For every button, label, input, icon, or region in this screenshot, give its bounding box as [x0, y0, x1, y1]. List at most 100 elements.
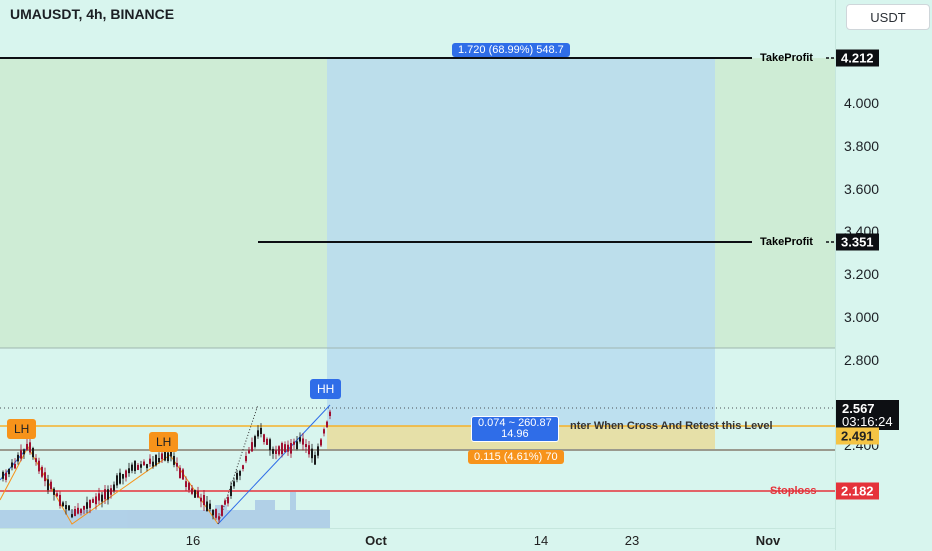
candle-body	[254, 436, 256, 447]
candle-body	[83, 505, 85, 510]
range-badge: 0.074 ~ 260.87 14.96	[471, 416, 559, 442]
candle-body	[203, 495, 205, 506]
candle-body	[200, 497, 202, 502]
candlestick-series[interactable]	[2, 409, 331, 523]
candle-body	[170, 449, 172, 457]
time-label: 23	[624, 533, 640, 548]
pattern-label-lh-2: LH	[149, 432, 179, 452]
currency-button[interactable]: USDT	[846, 4, 930, 30]
candle-body	[137, 464, 139, 470]
candle-body	[23, 449, 25, 455]
candle-body	[146, 464, 148, 469]
candle-body	[212, 509, 214, 516]
candle-body	[266, 438, 268, 445]
entry-price-tag: 2.491	[836, 427, 879, 445]
candle-body	[5, 472, 7, 480]
candle-body	[206, 501, 208, 512]
candle-body	[221, 505, 223, 516]
candle-body	[233, 481, 235, 487]
candle-body	[191, 488, 193, 494]
candle-body	[182, 469, 184, 480]
stoploss-label: Stoploss	[770, 485, 817, 497]
uptrend-line	[217, 404, 331, 525]
candle-body	[53, 488, 55, 495]
candle-body	[143, 461, 145, 466]
candle-body	[128, 468, 130, 474]
candle-body	[107, 489, 109, 500]
candle-body	[173, 455, 175, 465]
candle-body	[56, 493, 58, 497]
time-label: 16	[185, 533, 201, 548]
candle-body	[140, 464, 142, 468]
candle-body	[20, 450, 22, 459]
candle-body	[224, 500, 226, 505]
price-tick: 3.800	[844, 138, 880, 154]
candle-body	[95, 496, 97, 505]
candle-body	[215, 509, 217, 518]
candle-body	[29, 442, 31, 453]
takeprofit-label-1: TakeProfit	[760, 52, 813, 64]
time-axis[interactable]: 16 Oct 14 23 Nov	[0, 528, 835, 551]
candle-body	[188, 482, 190, 490]
price-tick: 3.200	[844, 266, 880, 282]
chart-canvas[interactable]	[0, 0, 835, 528]
candle-body	[320, 439, 322, 446]
candle-body	[272, 448, 274, 454]
candle-body	[197, 490, 199, 498]
candle-body	[2, 471, 4, 479]
candle-body	[50, 481, 52, 490]
candle-body	[131, 464, 133, 471]
price-tick: 3.600	[844, 181, 880, 197]
candle-body	[89, 499, 91, 508]
candle-body	[263, 434, 265, 442]
candle-body	[26, 443, 28, 450]
candle-body	[281, 443, 283, 455]
time-label: Oct	[365, 533, 387, 548]
candle-body	[125, 470, 127, 478]
pattern-label-lh-1: LH	[7, 419, 37, 439]
candle-body	[275, 450, 277, 454]
candle-body	[299, 437, 301, 442]
candle-body	[311, 448, 313, 459]
candle-body	[302, 438, 304, 445]
candle-body	[179, 467, 181, 479]
candle-body	[113, 484, 115, 491]
stoploss-price-tag: 2.182	[836, 482, 879, 500]
range-badge-line-2: 14.96	[501, 428, 529, 440]
candle-body	[101, 494, 103, 502]
candle-body	[290, 443, 292, 454]
candle-body	[155, 454, 157, 466]
price-tick: 4.000	[844, 95, 880, 111]
candle-body	[287, 444, 289, 452]
candle-body	[305, 444, 307, 448]
target-badge: 1.720 (68.99%) 548.7	[452, 43, 570, 57]
candle-body	[35, 458, 37, 462]
candle-body	[209, 503, 211, 510]
entry-level-text: nter When Cross And Retest this Level	[570, 420, 773, 432]
candle-body	[59, 494, 61, 506]
candle-body	[152, 461, 154, 467]
candle-body	[317, 446, 319, 456]
takeprofit-price-tag-2: 3.351	[836, 233, 879, 251]
candle-body	[65, 504, 67, 510]
price-axis[interactable]: USDT 4.000 3.800 3.600 3.400 3.200 3.000…	[835, 0, 932, 550]
candle-body	[74, 508, 76, 516]
candle-body	[296, 441, 298, 450]
candle-body	[62, 502, 64, 507]
candle-body	[41, 467, 43, 477]
candle-body	[194, 490, 196, 498]
current-price-value: 2.567	[842, 401, 875, 416]
candle-body	[77, 507, 79, 514]
volume-bars	[0, 492, 330, 528]
candle-body	[230, 485, 232, 497]
price-tick: 3.000	[844, 309, 880, 325]
candle-body	[161, 453, 163, 460]
time-label: 14	[533, 533, 549, 548]
pattern-label-hh: HH	[310, 379, 342, 399]
candle-body	[134, 460, 136, 472]
candle-body	[92, 499, 94, 503]
candle-body	[8, 468, 10, 475]
candle-body	[167, 452, 169, 462]
candle-body	[71, 514, 73, 518]
candle-body	[98, 493, 100, 501]
